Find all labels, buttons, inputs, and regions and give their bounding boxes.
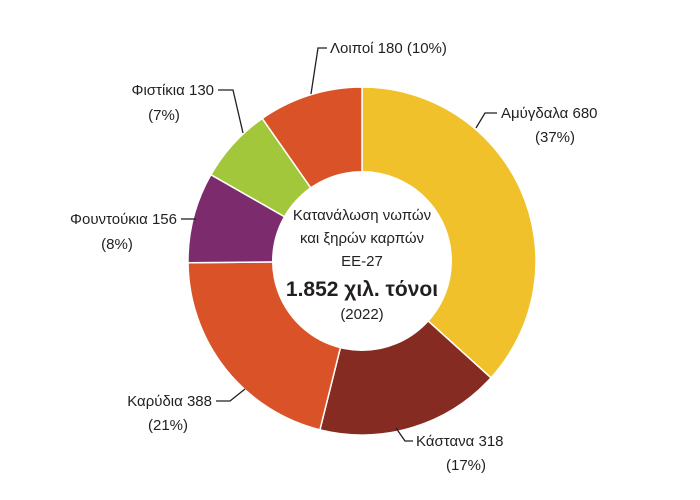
leader-line-pistachios <box>218 89 244 134</box>
slice-labels: Αμύγδαλα 680 (37%) Κάστανα 318 (17%) Καρ… <box>70 40 598 474</box>
pct-walnuts: (21%) <box>148 417 188 434</box>
label-hazelnuts: Φουντούκια 156 <box>70 211 177 228</box>
leader-line-almonds <box>475 112 497 129</box>
slice-almonds <box>361 86 537 379</box>
label-others: Λοιποί 180 (10%) <box>330 40 447 57</box>
pct-pistachios: (7%) <box>148 107 180 124</box>
donut-hole <box>272 171 452 351</box>
center-label: Κατανάλωση νωπών και ξηρών καρπών ΕΕ-27 … <box>286 207 438 323</box>
leader-line-walnuts <box>216 388 246 402</box>
pct-chestnuts: (17%) <box>446 457 486 474</box>
label-pistachios: Φιστίκια 130 <box>131 82 214 99</box>
pct-hazelnuts: (8%) <box>101 236 133 253</box>
center-line-1: Κατανάλωση νωπών <box>293 207 431 224</box>
label-chestnuts: Κάστανα 318 <box>416 433 504 450</box>
leader-line-chestnuts <box>395 427 413 442</box>
pct-almonds: (37%) <box>535 129 575 146</box>
label-almonds: Αμύγδαλα 680 <box>501 105 598 122</box>
center-line-3: ΕΕ-27 <box>341 253 383 270</box>
leader-line-others <box>310 47 327 95</box>
label-walnuts: Καρύδια 388 <box>127 393 212 410</box>
center-total: 1.852 χιλ. τόνοι <box>286 278 438 301</box>
center-line-2: και ξηρών καρπών <box>300 230 424 247</box>
center-year: (2022) <box>340 306 383 323</box>
